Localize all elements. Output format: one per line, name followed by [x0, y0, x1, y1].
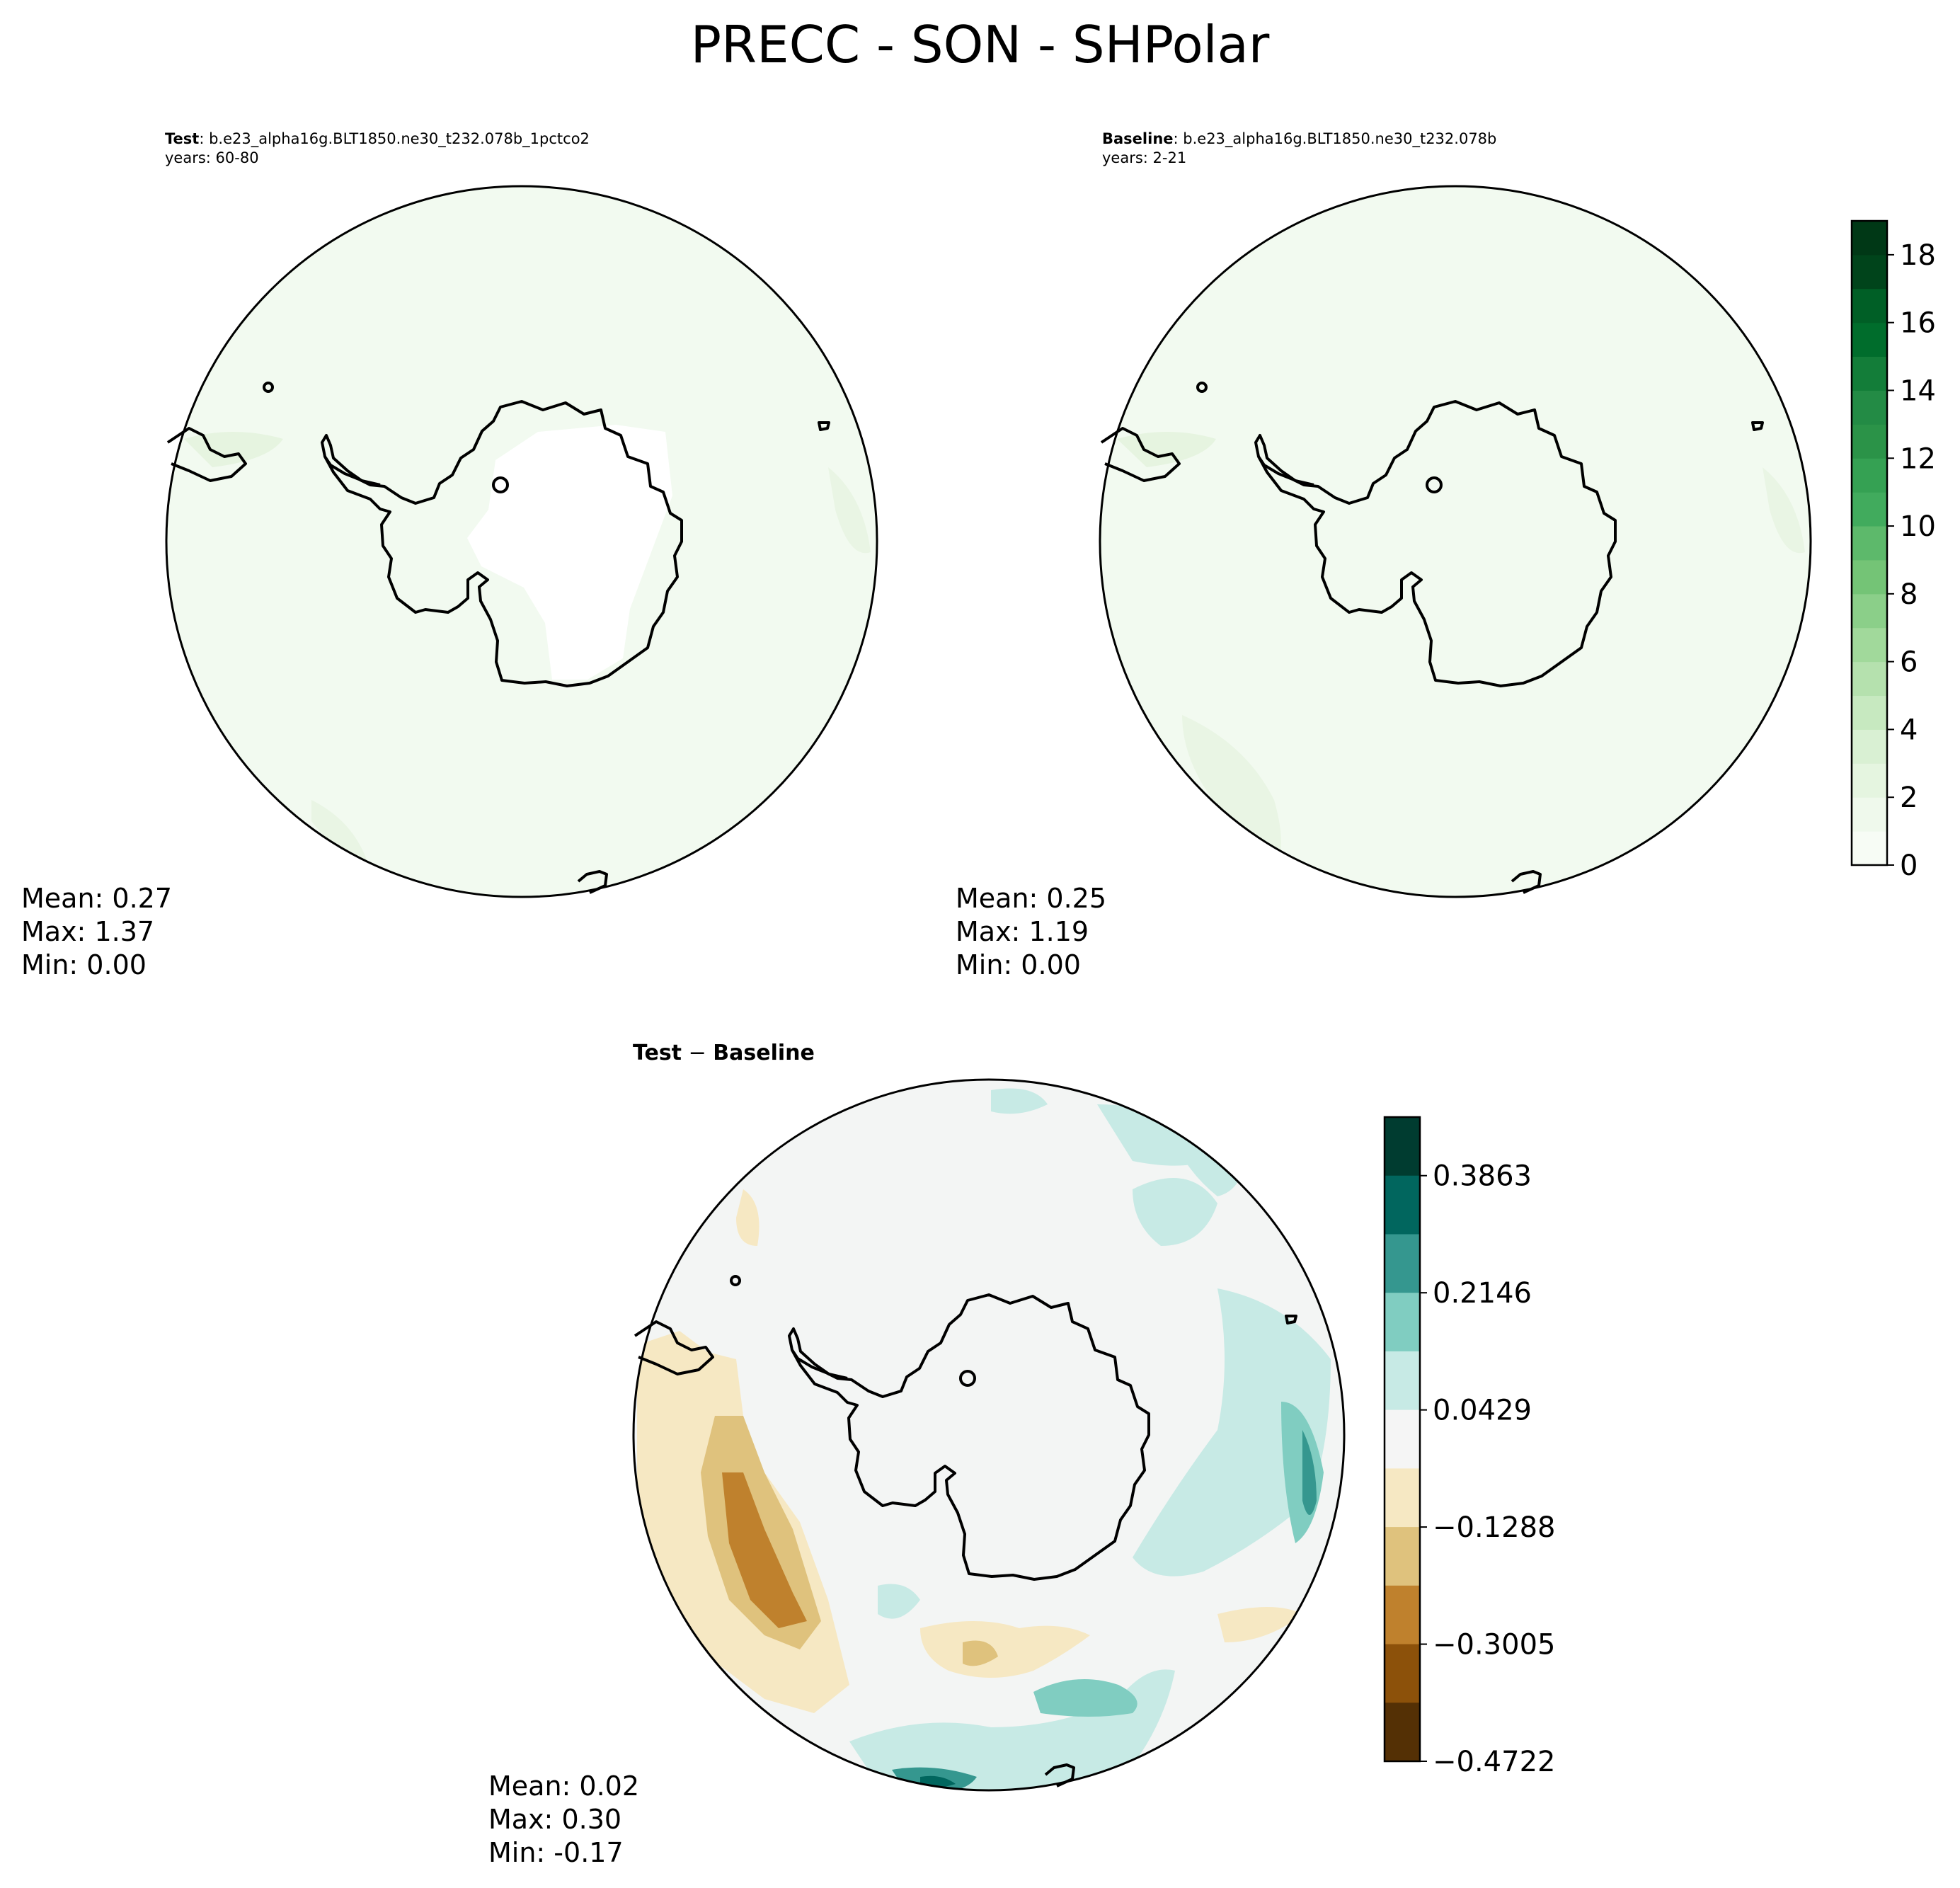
colorbar-diff-level — [1385, 1644, 1420, 1703]
test-stat-mean: Mean: 0.27 — [21, 883, 173, 914]
colorbar-main-tick-label: 10 — [1900, 510, 1936, 543]
colorbar-main-level — [1852, 627, 1887, 663]
colorbar-main-tick-label: 16 — [1900, 307, 1936, 340]
colorbar-main-tick-label: 12 — [1900, 442, 1936, 475]
colorbar-diff-level — [1385, 1293, 1420, 1352]
baseline-subtitle: Baseline: b.e23_alpha16g.BLT1850.ne30_t2… — [1102, 130, 1496, 168]
difference-title: Test − Baseline — [633, 1041, 815, 1065]
test-subtitle: Test: b.e23_alpha16g.BLT1850.ne30_t232.0… — [165, 130, 590, 168]
colorbar-diff-level — [1385, 1234, 1420, 1293]
colorbar-main-level — [1852, 254, 1887, 290]
difference-stat-min: Min: -0.17 — [488, 1837, 624, 1868]
colorbar-diff-level — [1385, 1351, 1420, 1411]
colorbar-main-level — [1852, 492, 1887, 527]
test-label: Test — [165, 130, 200, 147]
colorbar-main-level — [1852, 458, 1887, 493]
difference-stat-max: Max: 0.30 — [488, 1804, 622, 1835]
colorbar-main: 0 2 4 6 8 10 12 14 16 18 — [1850, 219, 1936, 882]
difference-label-baseline: Baseline — [713, 1041, 815, 1065]
test-map — [165, 185, 878, 898]
colorbar-diff-tick-label: −0.3005 — [1433, 1629, 1555, 1661]
colorbar-main-level — [1852, 356, 1887, 391]
colorbar-main-level — [1852, 288, 1887, 324]
colorbar-main-level — [1852, 526, 1887, 561]
colorbar-diff-level — [1385, 1585, 1420, 1645]
baseline-label: Baseline — [1102, 130, 1174, 147]
colorbar-main-level — [1852, 661, 1887, 697]
colorbar-main-level — [1852, 695, 1887, 730]
test-years: years: 60-80 — [165, 149, 259, 166]
colorbar-main-tick-label: 4 — [1900, 714, 1918, 746]
baseline-map — [1099, 185, 1812, 898]
colorbar-main-frame — [1850, 219, 1889, 866]
difference-stats: Mean: 0.02 Max: 0.30 Min: -0.17 — [488, 1770, 639, 1870]
colorbar-diff-level — [1385, 1703, 1420, 1762]
difference-label-test: Test — [633, 1041, 682, 1065]
colorbar-diff-tick-label: 0.3863 — [1433, 1160, 1532, 1193]
colorbar-main-level — [1852, 763, 1887, 798]
test-stats: Mean: 0.27 Max: 1.37 Min: 0.00 — [21, 882, 172, 982]
colorbar-diff-level — [1385, 1175, 1420, 1235]
colorbar-main-level — [1852, 322, 1887, 357]
colorbar-main-level — [1852, 729, 1887, 764]
colorbar-main-level — [1852, 424, 1887, 459]
colorbar-main-tick-label: 0 — [1900, 849, 1918, 882]
baseline-stat-max: Max: 1.19 — [956, 916, 1089, 947]
colorbar-main-tick-label: 6 — [1900, 646, 1918, 679]
colorbar-main-tick-label: 2 — [1900, 782, 1918, 814]
colorbar-main-level — [1852, 390, 1887, 425]
colorbar-diff-tick-label: 0.2146 — [1433, 1277, 1532, 1310]
baseline-stat-min: Min: 0.00 — [956, 949, 1081, 980]
colorbar-diff-tick-label: −0.4722 — [1433, 1746, 1555, 1778]
baseline-stats: Mean: 0.25 Max: 1.19 Min: 0.00 — [956, 882, 1106, 982]
colorbar-main-level — [1852, 797, 1887, 832]
difference-map — [632, 1078, 1346, 1792]
colorbar-main-level — [1852, 559, 1887, 595]
colorbar-main-level — [1852, 593, 1887, 629]
colorbar-difference: 0.3863 0.2146 0.0429 −0.1288 −0.3005 −0.4722 — [1383, 1116, 1555, 1778]
colorbar-diff-level — [1385, 1409, 1420, 1469]
colorbar-main-tick-label: 18 — [1900, 239, 1936, 272]
test-case-name: : b.e23_alpha16g.BLT1850.ne30_t232.078b_… — [199, 130, 590, 147]
colorbar-main-level — [1852, 221, 1887, 256]
colorbar-diff-frame — [1383, 1116, 1421, 1763]
colorbar-main-tick-label: 14 — [1900, 374, 1936, 407]
colorbar-main-tick-label: 8 — [1900, 578, 1918, 611]
baseline-stat-mean: Mean: 0.25 — [956, 883, 1107, 914]
colorbar-diff-level — [1385, 1527, 1420, 1586]
test-stat-max: Max: 1.37 — [21, 916, 155, 947]
colorbar-main-level — [1852, 831, 1887, 866]
colorbar-diff-tick-label: −0.1288 — [1433, 1511, 1555, 1544]
colorbar-diff-tick-label: 0.0429 — [1433, 1395, 1532, 1427]
colorbar-diff-level — [1385, 1117, 1420, 1177]
difference-stat-mean: Mean: 0.02 — [488, 1770, 640, 1802]
difference-label-sep: − — [682, 1041, 713, 1065]
colorbar-diff-level — [1385, 1468, 1420, 1528]
test-stat-min: Min: 0.00 — [21, 949, 147, 980]
baseline-years: years: 2-21 — [1102, 149, 1187, 166]
figure-title: PRECC - SON - SHPolar — [690, 15, 1270, 74]
baseline-case-name: : b.e23_alpha16g.BLT1850.ne30_t232.078b — [1173, 130, 1497, 147]
